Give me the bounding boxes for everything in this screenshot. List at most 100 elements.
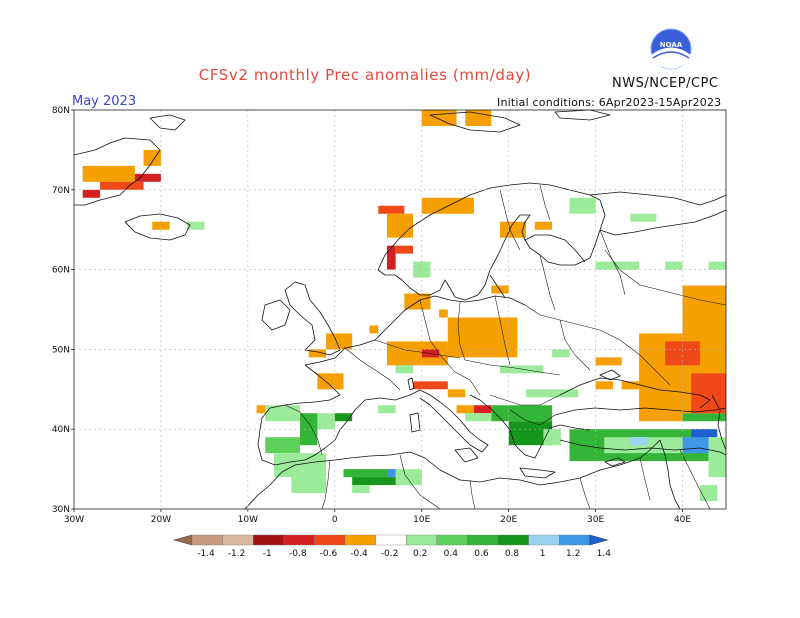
anomaly-cell: [395, 365, 414, 374]
colorbar-segment: [559, 534, 591, 546]
anomaly-cell: [595, 357, 622, 366]
anomaly-cell: [473, 405, 492, 414]
lon-tick-label: 20E: [500, 515, 517, 525]
chart-title: CFSv2 monthly Prec anomalies (mm/day): [198, 66, 532, 84]
anomaly-cell: [552, 349, 570, 358]
anomaly-cell: [143, 149, 161, 166]
org-label: NWS/NCEP/CPC: [612, 76, 719, 91]
anomaly-cell: [499, 221, 527, 238]
anomaly-cell: [300, 413, 318, 446]
anomaly-cell: [134, 173, 161, 182]
lon-tick-label: 10W: [238, 515, 258, 525]
anomaly-cell: [465, 110, 492, 126]
anomaly-cell: [526, 389, 579, 398]
lat-tick-label: 70N: [52, 186, 70, 196]
colorbar-segment: [252, 534, 284, 546]
anomaly-cell: [569, 197, 596, 214]
anomaly-cell: [456, 405, 474, 414]
anomaly-cell: [317, 373, 344, 390]
anomaly-cell: [621, 381, 648, 390]
graticule: [74, 110, 726, 509]
anomaly-cell: [708, 437, 726, 478]
anomaly-cell: [491, 405, 553, 422]
colorbar-label: -0.4: [350, 549, 368, 559]
colorbar-label: 1.2: [566, 549, 580, 559]
colorbar-label: -1.2: [228, 549, 246, 559]
month-label: May 2023: [72, 94, 137, 109]
colorbar-label: 0.6: [474, 549, 489, 559]
lon-tick-label: 40E: [674, 515, 691, 525]
anomaly-cell: [273, 453, 327, 478]
colorbar-segment: [528, 534, 560, 546]
colorbar-segment: [497, 534, 529, 546]
lat-tick-label: 60N: [52, 266, 70, 276]
lat-tick-label: 50N: [52, 345, 70, 355]
longitude-labels: 30W 20W 10W 0 10E 20E 30E 40E: [64, 509, 691, 525]
colorbar-label: -1.4: [197, 549, 215, 559]
colorbar-label: -1: [263, 549, 272, 559]
lat-tick-label: 80N: [52, 106, 70, 116]
colorbar-segment: [375, 534, 407, 546]
anomaly-cell: [413, 261, 431, 278]
lon-tick-label: 30E: [587, 515, 604, 525]
colorbar: -1.4 -1.2 -1 -0.8 -0.6 -0.4 -0.2 0.2 0.4 0.6 0.8 1 1…: [172, 534, 612, 559]
anomaly-cell: [386, 341, 448, 366]
map-frame: [73, 109, 727, 510]
colorbar-segment: [467, 534, 499, 546]
anomaly-cell: [439, 309, 448, 318]
initial-conditions-label: Initial conditions: 6Apr2023-15Apr2023: [497, 96, 722, 109]
anomaly-cell: [187, 221, 205, 230]
lat-tick-label: 30N: [52, 505, 70, 515]
anomaly-cell: [691, 429, 718, 438]
country-borders: [284, 184, 727, 510]
noaa-logo: NOAA: [650, 28, 692, 70]
noaa-logo-text: NOAA: [660, 41, 683, 49]
anomaly-cell: [82, 189, 101, 198]
colorbar-segment: [191, 534, 223, 546]
anomaly-cell: [708, 261, 726, 270]
coastlines: [73, 109, 727, 510]
anomaly-cell: [682, 413, 726, 422]
anomaly-cell: [630, 437, 648, 446]
colorbar-segment: [314, 534, 346, 546]
anomaly-cell: [691, 373, 726, 414]
anomaly-cell: [699, 485, 718, 502]
anomaly-cell: [395, 245, 414, 254]
anomaly-cell: [386, 469, 396, 478]
anomaly-cell: [352, 477, 405, 486]
anomaly-cell: [378, 405, 396, 414]
anomaly-cell: [447, 389, 466, 398]
anomaly-cell: [595, 381, 613, 390]
anomaly-cell: [256, 405, 266, 414]
colorbar-segment: [344, 534, 376, 546]
colorbar-segment: [222, 534, 254, 546]
colorbar-arrow-high: [589, 534, 609, 546]
anomaly-cell: [265, 405, 301, 422]
anomaly-cell: [595, 261, 640, 270]
anomaly-cell: [352, 485, 370, 494]
anomaly-cell: [465, 413, 492, 422]
colorbar-label: 1.4: [597, 549, 612, 559]
anomaly-cell: [413, 381, 448, 390]
anomaly-cell: [386, 213, 414, 238]
colorbar-segment: [406, 534, 438, 546]
anomaly-cell: [100, 181, 144, 190]
anomaly-cell: [291, 477, 327, 494]
anomaly-cell: [343, 469, 396, 478]
lon-tick-label: 0: [332, 515, 338, 525]
anomaly-cell: [308, 349, 327, 358]
anomaly-cell: [378, 205, 405, 214]
anomaly-cell: [369, 325, 379, 334]
lon-tick-label: 20W: [151, 515, 171, 525]
colorbar-label: -0.2: [381, 549, 399, 559]
anomaly-cell: [395, 469, 422, 486]
colorbar-label: 0.8: [505, 549, 520, 559]
lat-tick-label: 40N: [52, 425, 70, 435]
anomaly-cell: [386, 245, 396, 270]
anomaly-cell: [630, 213, 657, 222]
colorbar-label: 0.4: [444, 549, 459, 559]
anomaly-cell: [82, 165, 135, 182]
anomaly-cell: [508, 421, 553, 446]
anomaly-cell: [265, 437, 301, 454]
anomaly-cell: [543, 429, 561, 446]
